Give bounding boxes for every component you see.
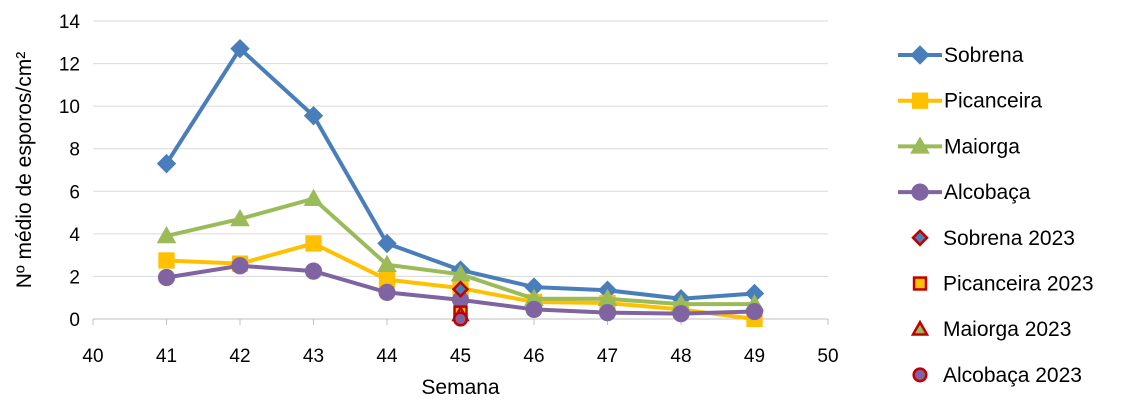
legend-item: Maiorga — [898, 135, 1020, 158]
data-point — [158, 252, 175, 269]
legend-label: Alcobaça — [944, 181, 1031, 204]
data-point — [303, 188, 324, 206]
x-tick-label: 46 — [523, 346, 544, 367]
series-alcobaça — [157, 257, 764, 323]
legend-label: Maiorga — [944, 135, 1020, 158]
y-tick-label: 12 — [59, 55, 80, 76]
data-point — [378, 283, 396, 301]
data-point — [745, 302, 764, 321]
legend-label: Alcobaça 2023 — [943, 364, 1082, 387]
legend-label: Picanceira 2023 — [943, 273, 1094, 296]
series-maiorga — [156, 188, 765, 312]
x-tick-label: 49 — [744, 346, 765, 367]
y-tick-label: 8 — [69, 140, 80, 161]
legend-marker — [912, 367, 928, 383]
x-tick-label: 50 — [817, 346, 838, 367]
legend-marker — [910, 136, 930, 154]
legend-marker — [910, 319, 930, 336]
y-axis-title: Nº médio de esporos/cm² — [13, 52, 36, 288]
x-tick-label: 43 — [303, 346, 324, 367]
data-point — [451, 280, 470, 298]
legend-marker — [911, 229, 929, 247]
series-alcobaça-2023 — [452, 311, 469, 327]
x-axis-title: Semana — [421, 376, 500, 399]
data-point — [231, 257, 249, 275]
y-tick-label: 4 — [69, 225, 80, 246]
data-point — [304, 262, 323, 280]
data-point — [377, 233, 397, 254]
data-point — [598, 304, 617, 322]
legend-item: Maiorga 2023 — [910, 318, 1071, 341]
y-tick-label: 6 — [69, 182, 80, 203]
data-point — [525, 300, 543, 319]
data-point — [303, 106, 324, 126]
y-tick-label: 10 — [59, 97, 80, 118]
y-tick-label: 14 — [59, 12, 81, 33]
legend-item: Sobrena 2023 — [911, 227, 1075, 250]
legend-item: Alcobaça 2023 — [912, 364, 1082, 387]
x-tick-label: 40 — [82, 346, 103, 367]
legend-marker — [912, 276, 928, 291]
data-point — [230, 38, 250, 59]
data-point — [156, 225, 177, 244]
plot-area — [156, 38, 765, 328]
gridlines — [93, 20, 828, 277]
series-sobrena-2023 — [451, 280, 470, 298]
x-tick-label: 47 — [597, 346, 618, 367]
legend-marker — [911, 183, 929, 201]
y-tick-label: 2 — [69, 267, 80, 288]
data-point — [156, 153, 177, 174]
y-tick-label: 0 — [69, 310, 80, 331]
legend-label: Maiorga 2023 — [943, 318, 1071, 341]
legend-marker — [911, 92, 929, 109]
data-point — [377, 254, 397, 272]
x-tick-label: 42 — [229, 346, 250, 367]
x-tick-label: 44 — [376, 346, 398, 367]
legend: Sobrena Picanceira Maiorga Alcobaça Sobrena … — [898, 44, 1094, 387]
legend-item: Alcobaça — [898, 181, 1031, 204]
data-point — [305, 235, 322, 252]
data-point — [230, 208, 250, 227]
x-tick-label: 45 — [450, 346, 471, 367]
data-point — [157, 268, 176, 287]
x-tick-label: 48 — [670, 346, 691, 367]
data-point — [452, 311, 469, 327]
legend-label: Picanceira — [944, 90, 1042, 113]
x-tick-label: 41 — [156, 346, 177, 367]
data-point — [672, 305, 690, 323]
legend-item: Picanceira — [898, 90, 1042, 113]
legend-marker — [910, 45, 930, 65]
legend-label: Sobrena — [944, 44, 1024, 67]
legend-item: Sobrena — [898, 44, 1024, 67]
legend-item: Picanceira 2023 — [912, 273, 1094, 296]
legend-label: Sobrena 2023 — [943, 227, 1075, 250]
